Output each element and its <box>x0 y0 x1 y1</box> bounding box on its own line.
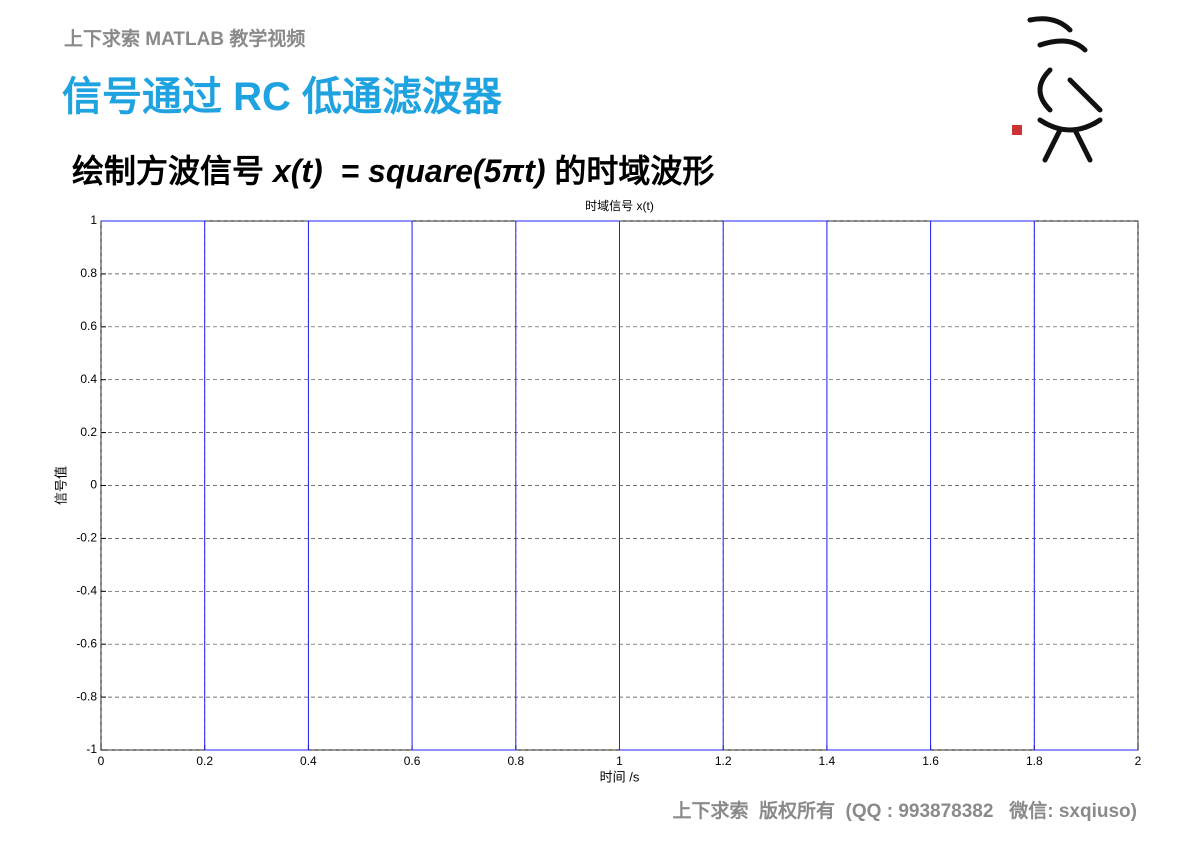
y-tick-label: -0.4 <box>76 583 97 597</box>
y-tick-label: -1 <box>86 742 97 756</box>
x-tick-label: 1.4 <box>819 754 836 768</box>
x-tick-label: 1.8 <box>1026 754 1043 768</box>
footer: 上下求索 版权所有 (QQ : 993878382 微信: sxqiuso) <box>672 801 1137 822</box>
y-tick-label: -0.6 <box>76 636 97 650</box>
y-tick-label: 1 <box>90 213 97 227</box>
x-tick-label: 1 <box>616 754 623 768</box>
y-axis-label: 信号值 <box>53 466 68 505</box>
x-tick-label: 1.6 <box>922 754 939 768</box>
y-tick-label: 0 <box>90 478 97 492</box>
subtitle-math: = square(5πt) <box>322 153 555 189</box>
y-tick-label: 0.4 <box>80 372 97 386</box>
data-line <box>101 220 1138 751</box>
y-tick-label: 0.6 <box>80 319 97 333</box>
x-tick-label: 0 <box>98 754 105 768</box>
y-tick-label: 0.2 <box>80 425 97 439</box>
logo <box>1012 16 1103 163</box>
subtitle-text: 绘制方波信号 <box>72 153 273 189</box>
x-tick-label: 1.2 <box>715 754 732 768</box>
x-tick-label: 0.2 <box>196 754 213 768</box>
y-tick-label: -0.8 <box>76 689 97 703</box>
y-tick-label: -0.2 <box>76 531 97 545</box>
subtitle: 绘制方波信号 x(t) = square(5πt) 的时域波形 <box>72 146 714 192</box>
header: 上下求索 MATLAB 教学视频 <box>64 29 306 50</box>
subtitle-math: x(t) <box>272 153 323 189</box>
chart-title: 时域信号 x(t) <box>585 199 654 213</box>
slide-title: 信号通过 RC 低通滤波器 <box>62 75 502 119</box>
x-axis-label: 时间 /s <box>600 769 640 784</box>
y-tick-label: 0.8 <box>80 266 97 280</box>
x-tick-label: 0.8 <box>507 754 524 768</box>
x-tick-label: 0.6 <box>404 754 421 768</box>
subtitle-text: 的时域波形 <box>554 153 715 189</box>
x-tick-label: 0.4 <box>300 754 317 768</box>
x-tick-label: 2 <box>1135 754 1142 768</box>
